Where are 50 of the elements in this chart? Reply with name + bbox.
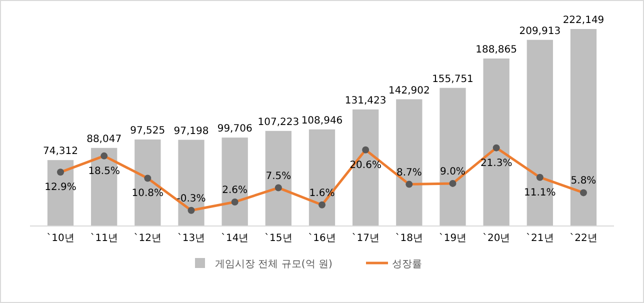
- x-tick-label: `12년: [134, 233, 162, 244]
- bar: [134, 140, 161, 226]
- data-label: 9.0%: [440, 166, 466, 178]
- data-label: 7.5%: [266, 170, 292, 182]
- data-label: 21.3%: [480, 158, 512, 169]
- data-label: 97,198: [174, 126, 209, 137]
- x-tick-label: `14년: [220, 233, 249, 244]
- legend-label: 게임시장 전체 규모(억 원): [215, 259, 332, 270]
- data-label: 107,223: [258, 116, 300, 128]
- data-label: -0.3%: [176, 193, 206, 204]
- data-label: 99,706: [217, 124, 252, 135]
- x-tick-label: `21년: [526, 233, 554, 244]
- data-label: 18.5%: [88, 166, 120, 177]
- data-label: 142,902: [388, 85, 430, 96]
- bar: [308, 129, 336, 226]
- data-label: 108,946: [301, 115, 343, 126]
- x-tick-label: `10년: [46, 233, 74, 244]
- x-tick-label: `17년: [352, 233, 380, 244]
- bar: [352, 109, 379, 226]
- x-tick-label: `16년: [308, 233, 336, 244]
- data-label: 209,913: [519, 26, 561, 37]
- data-label: 8.7%: [396, 167, 422, 178]
- data-label: 97,525: [130, 126, 166, 137]
- x-tick-label: `15년: [264, 233, 292, 244]
- data-label: 5.8%: [570, 176, 596, 187]
- data-label: 88,047: [86, 134, 122, 145]
- data-label: 74,312: [43, 146, 78, 158]
- x-tick-label: `18년: [395, 233, 424, 244]
- x-tick-label: `22년: [570, 233, 598, 244]
- bar: [178, 140, 204, 226]
- x-tick-label: `11년: [90, 233, 118, 244]
- data-label: 131,423: [344, 95, 386, 106]
- x-tick-label: `20년: [482, 233, 510, 244]
- legend-label: 성장률: [392, 259, 422, 270]
- bar: [570, 29, 597, 226]
- data-label: 188,865: [476, 44, 518, 56]
- bar: [47, 160, 74, 226]
- data-label: 155,751: [432, 74, 474, 85]
- x-tick-label: `13년: [177, 233, 206, 244]
- bar: [91, 148, 118, 226]
- bar: [265, 130, 292, 226]
- x-tick-label: `19년: [438, 233, 467, 244]
- bar: [440, 88, 466, 226]
- data-label: 11.1%: [524, 187, 556, 198]
- data-label: 222,149: [562, 15, 604, 26]
- data-label: 2.6%: [222, 184, 248, 196]
- bar: [396, 99, 422, 226]
- bar: [222, 138, 248, 226]
- data-label: 10.8%: [132, 188, 164, 200]
- data-label: 12.9%: [44, 182, 76, 194]
